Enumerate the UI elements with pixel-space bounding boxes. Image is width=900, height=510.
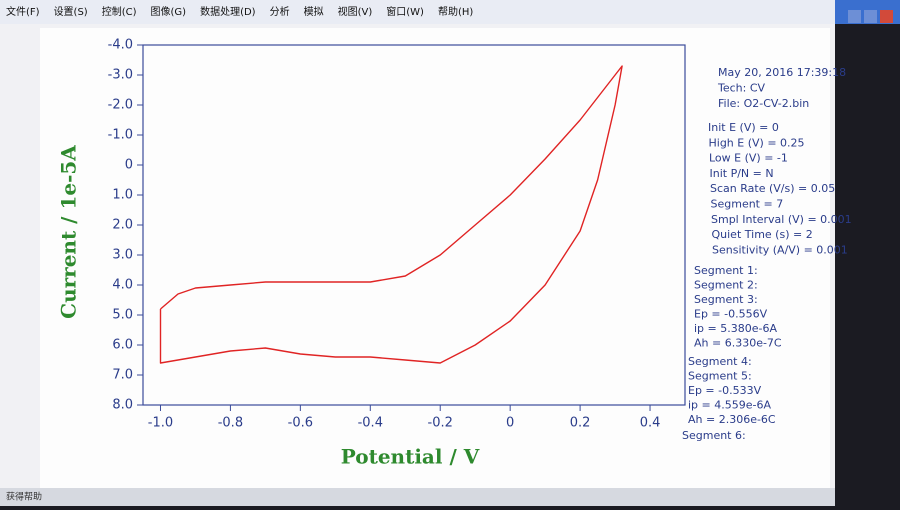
x-tick-label: -0.4 — [358, 416, 383, 431]
y-tick-label: 5.0 — [112, 308, 133, 323]
info-line: Segment = 7 — [711, 198, 784, 211]
x-tick-label: 0.4 — [640, 416, 661, 431]
x-tick-label: -0.2 — [428, 416, 453, 431]
y-tick-label: 7.0 — [112, 368, 133, 383]
info-line: Segment 3: — [694, 293, 758, 306]
info-line: May 20, 2016 17:39:18 — [718, 66, 846, 79]
info-line: Segment 6: — [682, 429, 746, 442]
menu-item[interactable]: 窗口(W) — [386, 5, 424, 18]
y-tick-label: -3.0 — [108, 68, 133, 83]
x-tick-label: -1.0 — [148, 416, 173, 431]
minimize-button[interactable] — [848, 10, 861, 23]
info-line: Segment 5: — [688, 370, 752, 383]
y-tick-label: -2.0 — [108, 98, 133, 113]
menu-item[interactable]: 数据处理(D) — [200, 5, 256, 18]
x-tick-label: 0 — [506, 416, 514, 431]
info-line: Init P/N = N — [710, 167, 774, 180]
y-tick-label: 6.0 — [112, 338, 133, 353]
menu-item[interactable]: 视图(V) — [338, 5, 373, 18]
info-line: Init E (V) = 0 — [708, 121, 779, 134]
y-tick-label: 3.0 — [112, 248, 133, 263]
info-line: Ah = 2.306e-6C — [688, 413, 776, 426]
x-tick-label: 0.2 — [570, 416, 591, 431]
menu: 文件(F) 设置(S) 控制(C) 图像(G) 数据处理(D) 分析 模拟 视图(V) 窗口(W… — [6, 5, 473, 18]
status-text: 获得帮助 — [6, 491, 42, 503]
info-line: ip = 4.559e-6A — [688, 399, 771, 412]
info-line: Ah = 6.330e-7C — [694, 337, 782, 350]
info-line: Quiet Time (s) = 2 — [712, 228, 813, 241]
window-buttons — [848, 10, 893, 23]
ticks: -4.0 -3.0 -2.0 -1.0 0 1.0 2.0 3.0 4.0 5.0 6.0 7.0 8.… — [108, 38, 661, 431]
status-bar — [0, 488, 835, 506]
info-line: Smpl Interval (V) = 0.001 — [711, 213, 852, 226]
info-line: High E (V) = 0.25 — [709, 136, 805, 149]
info-line: Low E (V) = -1 — [709, 152, 788, 165]
info-line: Sensitivity (A/V) = 0.001 — [712, 243, 848, 256]
info-line: ip = 5.380e-6A — [694, 322, 777, 335]
menu-item[interactable]: 文件(F) — [6, 5, 40, 18]
menu-bg — [0, 0, 835, 24]
y-tick-label: 8.0 — [112, 398, 133, 413]
y-tick-label: -4.0 — [108, 38, 133, 53]
info-line: Ep = -0.533V — [688, 384, 762, 397]
menu-item[interactable]: 设置(S) — [54, 6, 88, 18]
x-tick-label: -0.8 — [218, 416, 243, 431]
y-tick-label: 4.0 — [112, 278, 133, 293]
info-line: Tech: CV — [717, 82, 766, 95]
menu-item[interactable]: 分析 — [270, 5, 290, 18]
y-tick-label: 2.0 — [112, 218, 133, 233]
close-button[interactable] — [880, 10, 893, 23]
bezel — [835, 0, 900, 506]
menu-item[interactable]: 图像(G) — [151, 6, 187, 18]
info-line: Ep = -0.556V — [694, 308, 768, 321]
x-tick-label: -0.6 — [288, 416, 313, 431]
info-line: File: O2-CV-2.bin — [718, 97, 809, 110]
y-axis-label: Current / 1e-5A — [57, 145, 81, 319]
menu-item[interactable]: 控制(C) — [102, 5, 137, 18]
restore-button[interactable] — [864, 10, 877, 23]
menu-item[interactable]: 帮助(H) — [438, 5, 473, 18]
y-tick-label: -1.0 — [108, 128, 133, 143]
y-tick-label: 0 — [125, 158, 133, 173]
y-tick-label: 1.0 — [112, 188, 133, 203]
x-axis-label: Potential / V — [341, 445, 480, 469]
info-line: Segment 2: — [694, 279, 758, 292]
info-line: Scan Rate (V/s) = 0.05 — [710, 182, 835, 195]
info-panel: May 20, 2016 17:39:18 Tech: CV File: O2-CV… — [682, 66, 852, 442]
info-line: Segment 4: — [688, 355, 752, 368]
cv-trace — [159, 65, 623, 364]
menu-item[interactable]: 模拟 — [304, 5, 324, 18]
info-line: Segment 1: — [694, 264, 758, 277]
